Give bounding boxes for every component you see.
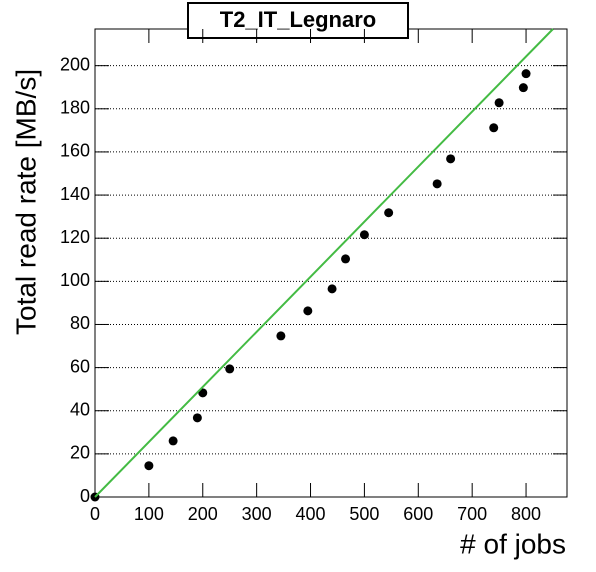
x-tick-label: 100 — [134, 504, 164, 524]
y-tick-label: 140 — [60, 184, 90, 204]
y-tick-label: 180 — [60, 98, 90, 118]
x-axis-label: # of jobs — [460, 528, 566, 559]
point — [384, 208, 394, 218]
fit-line — [94, 28, 554, 498]
x-tick-label: 600 — [403, 504, 433, 524]
point — [489, 123, 499, 133]
x-tick-label: 700 — [457, 504, 487, 524]
x-tick-label: 400 — [296, 504, 326, 524]
x-tick-label: 500 — [349, 504, 379, 524]
point — [327, 284, 337, 294]
point — [303, 306, 313, 316]
x-tick-label: 200 — [188, 504, 218, 524]
point — [276, 331, 286, 341]
y-tick-label: 20 — [70, 443, 90, 463]
x-tick-label: 0 — [90, 504, 100, 524]
x-tick-label: 800 — [511, 504, 541, 524]
y-axis-label: Total read rate [MB/s] — [10, 69, 41, 335]
chart-title: T2_IT_Legnaro — [220, 7, 376, 32]
point — [446, 154, 456, 164]
y-tick-label: 200 — [60, 54, 90, 74]
y-tick-label: 80 — [70, 313, 90, 333]
point — [432, 179, 442, 189]
point — [225, 364, 235, 374]
point — [359, 230, 369, 240]
point — [192, 413, 202, 423]
point — [521, 69, 531, 79]
y-tick-label: 0 — [80, 486, 90, 506]
y-tick-label: 120 — [60, 227, 90, 247]
point — [168, 436, 178, 446]
point — [494, 98, 504, 108]
y-tick-label: 60 — [70, 356, 90, 376]
point — [144, 461, 154, 471]
y-tick-label: 40 — [70, 399, 90, 419]
x-tick-label: 300 — [242, 504, 272, 524]
y-tick-label: 160 — [60, 141, 90, 161]
title-box — [187, 2, 409, 39]
point — [341, 254, 351, 264]
y-tick-label: 100 — [60, 270, 90, 290]
point — [518, 83, 528, 93]
